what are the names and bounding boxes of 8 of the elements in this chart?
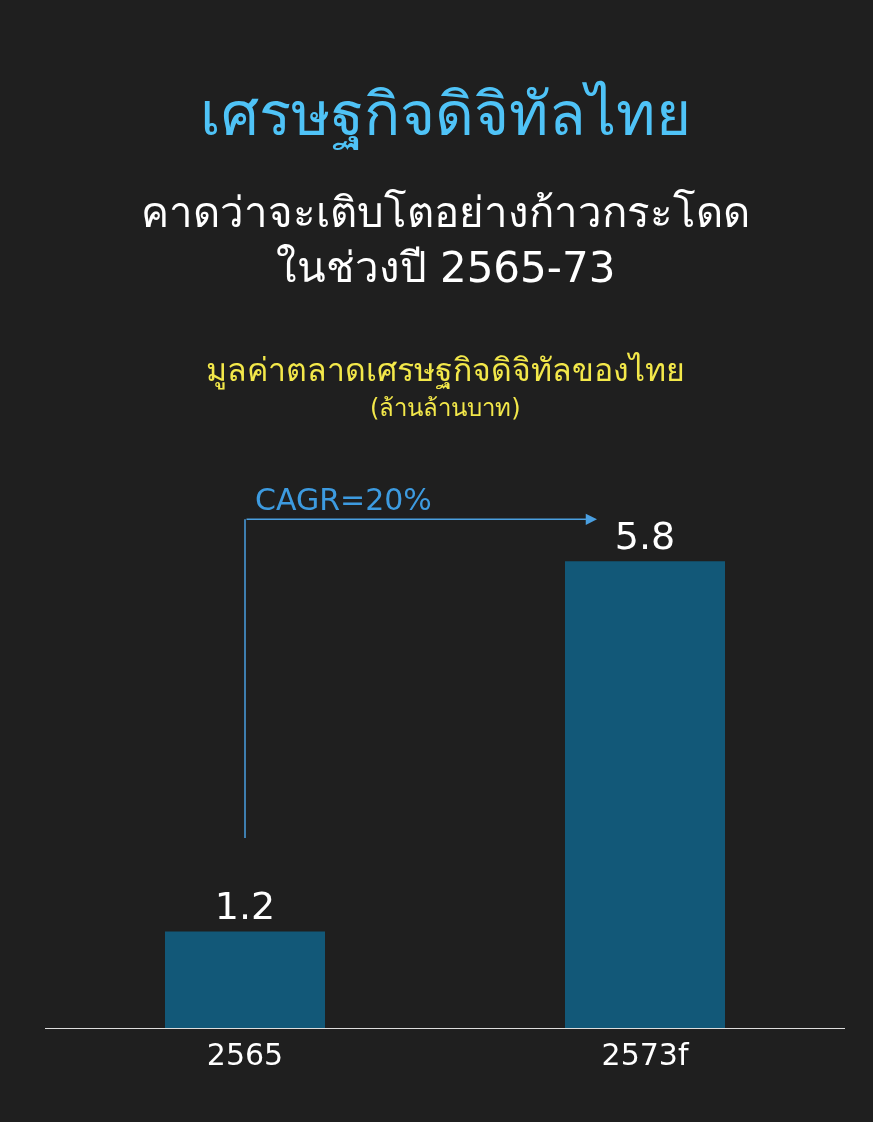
data-label: 1.2: [214, 884, 276, 929]
data-label: 5.8: [614, 514, 676, 559]
y-axis-title: มูลค่าตลาดเศรษฐกิจดิจิทัลของไทย (ล้านล้านบาท): [206, 351, 685, 422]
x-tick-label: 2565: [206, 1037, 284, 1072]
x-tick-label: 2573f: [601, 1037, 690, 1072]
text: CAGR=20%: [255, 482, 432, 517]
chart-title: เศรษฐกิจดิจิทัลไทย: [200, 79, 691, 151]
chart-subtitle: คาดว่าจะเติบโตอย่างก้าวกระโดด ในช่วงปี 2565-73: [141, 188, 750, 292]
